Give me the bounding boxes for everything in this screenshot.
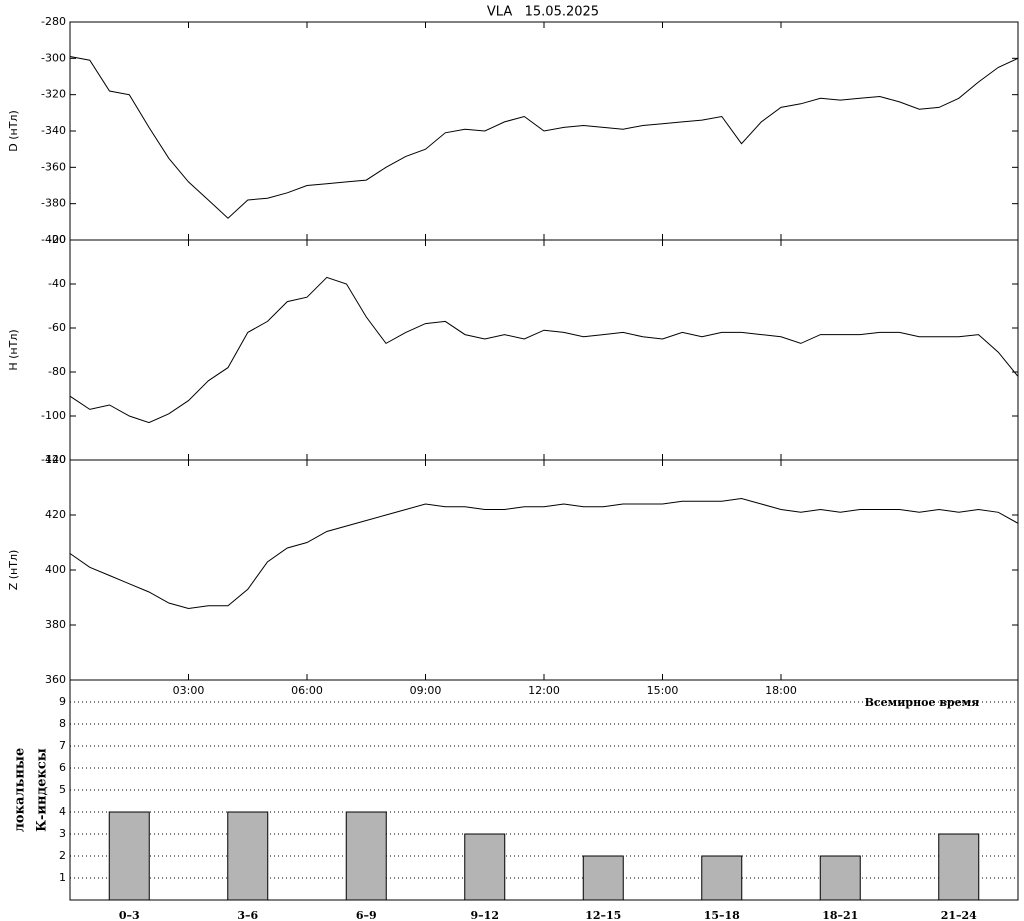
- y-tick-label: 400: [45, 563, 66, 576]
- y-tick-label: 440: [45, 453, 66, 466]
- y-tick-label: 9: [59, 695, 66, 708]
- plot-frame: [69, 239, 1019, 461]
- x-tick-label: 21–24: [941, 909, 977, 921]
- bar: [938, 833, 980, 901]
- y-tick-label: -340: [41, 124, 66, 137]
- bar: [819, 855, 861, 901]
- x-tick-label: 6–9: [356, 909, 377, 921]
- y-axis-label: H (нТл): [7, 329, 20, 370]
- x-tick-label: 0–3: [119, 909, 140, 921]
- y-tick-label: -400: [41, 233, 66, 246]
- bar: [345, 811, 387, 901]
- x-tick-label: 09:00: [410, 684, 442, 697]
- y-tick-label: -80: [48, 365, 66, 378]
- y-tick-label: -20: [48, 233, 66, 246]
- y-tick-label: 360: [45, 673, 66, 686]
- y-tick-label: -360: [41, 160, 66, 173]
- y-tick-label: 2: [59, 849, 66, 862]
- y-tick-label: -60: [48, 321, 66, 334]
- x-tick-label: 03:00: [173, 684, 205, 697]
- y-tick-label: 5: [59, 783, 66, 796]
- y-tick-label: -40: [48, 277, 66, 290]
- y-tick-label: 6: [59, 761, 66, 774]
- x-tick-label: 12:00: [528, 684, 560, 697]
- y-axis-label: локальные: [13, 748, 28, 832]
- plot-frame: [69, 679, 1019, 901]
- x-tick-label: 15–18: [704, 909, 740, 921]
- y-tick-label: -300: [41, 51, 66, 64]
- y-tick-label: -120: [41, 453, 66, 466]
- y-axis-label: К-индексы: [35, 748, 50, 832]
- bar: [227, 811, 269, 901]
- chart-title: VLA 15.05.2025: [487, 5, 599, 20]
- y-tick-label: -380: [41, 197, 66, 210]
- bar: [464, 833, 506, 901]
- y-tick-label: 3: [59, 827, 66, 840]
- bar: [108, 811, 150, 901]
- y-tick-label: -100: [41, 409, 66, 422]
- data-line: [69, 56, 1019, 219]
- y-tick-label: 420: [45, 508, 66, 521]
- y-axis-label: D (нТл): [7, 110, 20, 152]
- annotation: Всемирное время: [865, 696, 980, 709]
- x-tick-label: 12–15: [585, 909, 621, 921]
- bar: [701, 855, 743, 901]
- data-line: [69, 276, 1019, 424]
- plot-frame: [69, 459, 1019, 681]
- y-axis-label: Z (нТл): [7, 550, 20, 591]
- y-tick-label: 7: [59, 739, 66, 752]
- x-tick-label: 15:00: [647, 684, 679, 697]
- y-tick-label: 1: [59, 871, 66, 884]
- x-tick-label: 18:00: [765, 684, 797, 697]
- x-tick-label: 18–21: [822, 909, 858, 921]
- x-tick-label: 9–12: [471, 909, 499, 921]
- data-line: [69, 497, 1019, 610]
- y-tick-label: -320: [41, 88, 66, 101]
- x-tick-label: 3–6: [237, 909, 258, 921]
- y-tick-label: 380: [45, 618, 66, 631]
- y-tick-label: 8: [59, 717, 66, 730]
- x-tick-label: 06:00: [291, 684, 323, 697]
- y-tick-label: 4: [59, 805, 66, 818]
- bar: [582, 855, 624, 901]
- y-tick-label: -280: [41, 15, 66, 28]
